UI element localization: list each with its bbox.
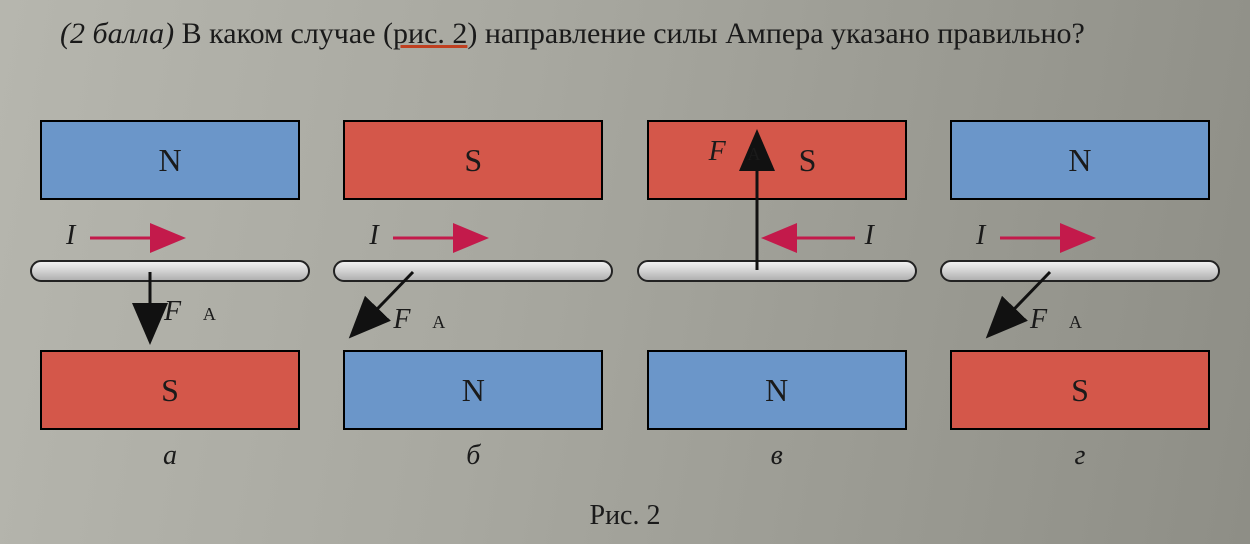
magnet-bottom: S (950, 350, 1210, 430)
figure-caption: Рис. 2 (0, 500, 1250, 532)
magnet-bottom: N (647, 350, 907, 430)
panel-label: а (30, 440, 310, 472)
magnet-bottom: N (343, 350, 603, 430)
panel-g: N S I F⃗A г (940, 120, 1220, 480)
panel-label: г (940, 440, 1220, 472)
figure-row: N S I F⃗A а S N I (30, 120, 1220, 480)
figure-reference: рис. 2 (393, 17, 467, 50)
panel-a: N S I F⃗A а (30, 120, 310, 480)
points-label: (2 балла) (60, 17, 174, 50)
panel-label: б (333, 440, 613, 472)
force-label: F⃗A (709, 136, 761, 168)
force-label: F⃗A (164, 296, 216, 328)
question-text-after: ) направление силы Ампера указано правил… (467, 17, 1084, 50)
panel-label: в (637, 440, 917, 472)
page: { "question": { "points_label": "(2 балл… (0, 0, 1250, 544)
pole-label: S (1071, 372, 1089, 409)
panel-b: S N I F⃗A б (333, 120, 613, 480)
force-label: F⃗A (1030, 304, 1082, 336)
force-arrow-icon (333, 120, 613, 350)
magnet-bottom: S (40, 350, 300, 430)
pole-label: N (765, 372, 788, 409)
pole-label: S (161, 372, 179, 409)
force-arrow-icon (637, 120, 917, 350)
panel-v: S N I F⃗A в (637, 120, 917, 480)
question-text: (2 балла) В каком случае (рис. 2) направ… (60, 14, 1242, 55)
pole-label: N (462, 372, 485, 409)
force-label: F⃗A (393, 304, 445, 336)
question-text-before: В каком случае ( (174, 17, 393, 50)
